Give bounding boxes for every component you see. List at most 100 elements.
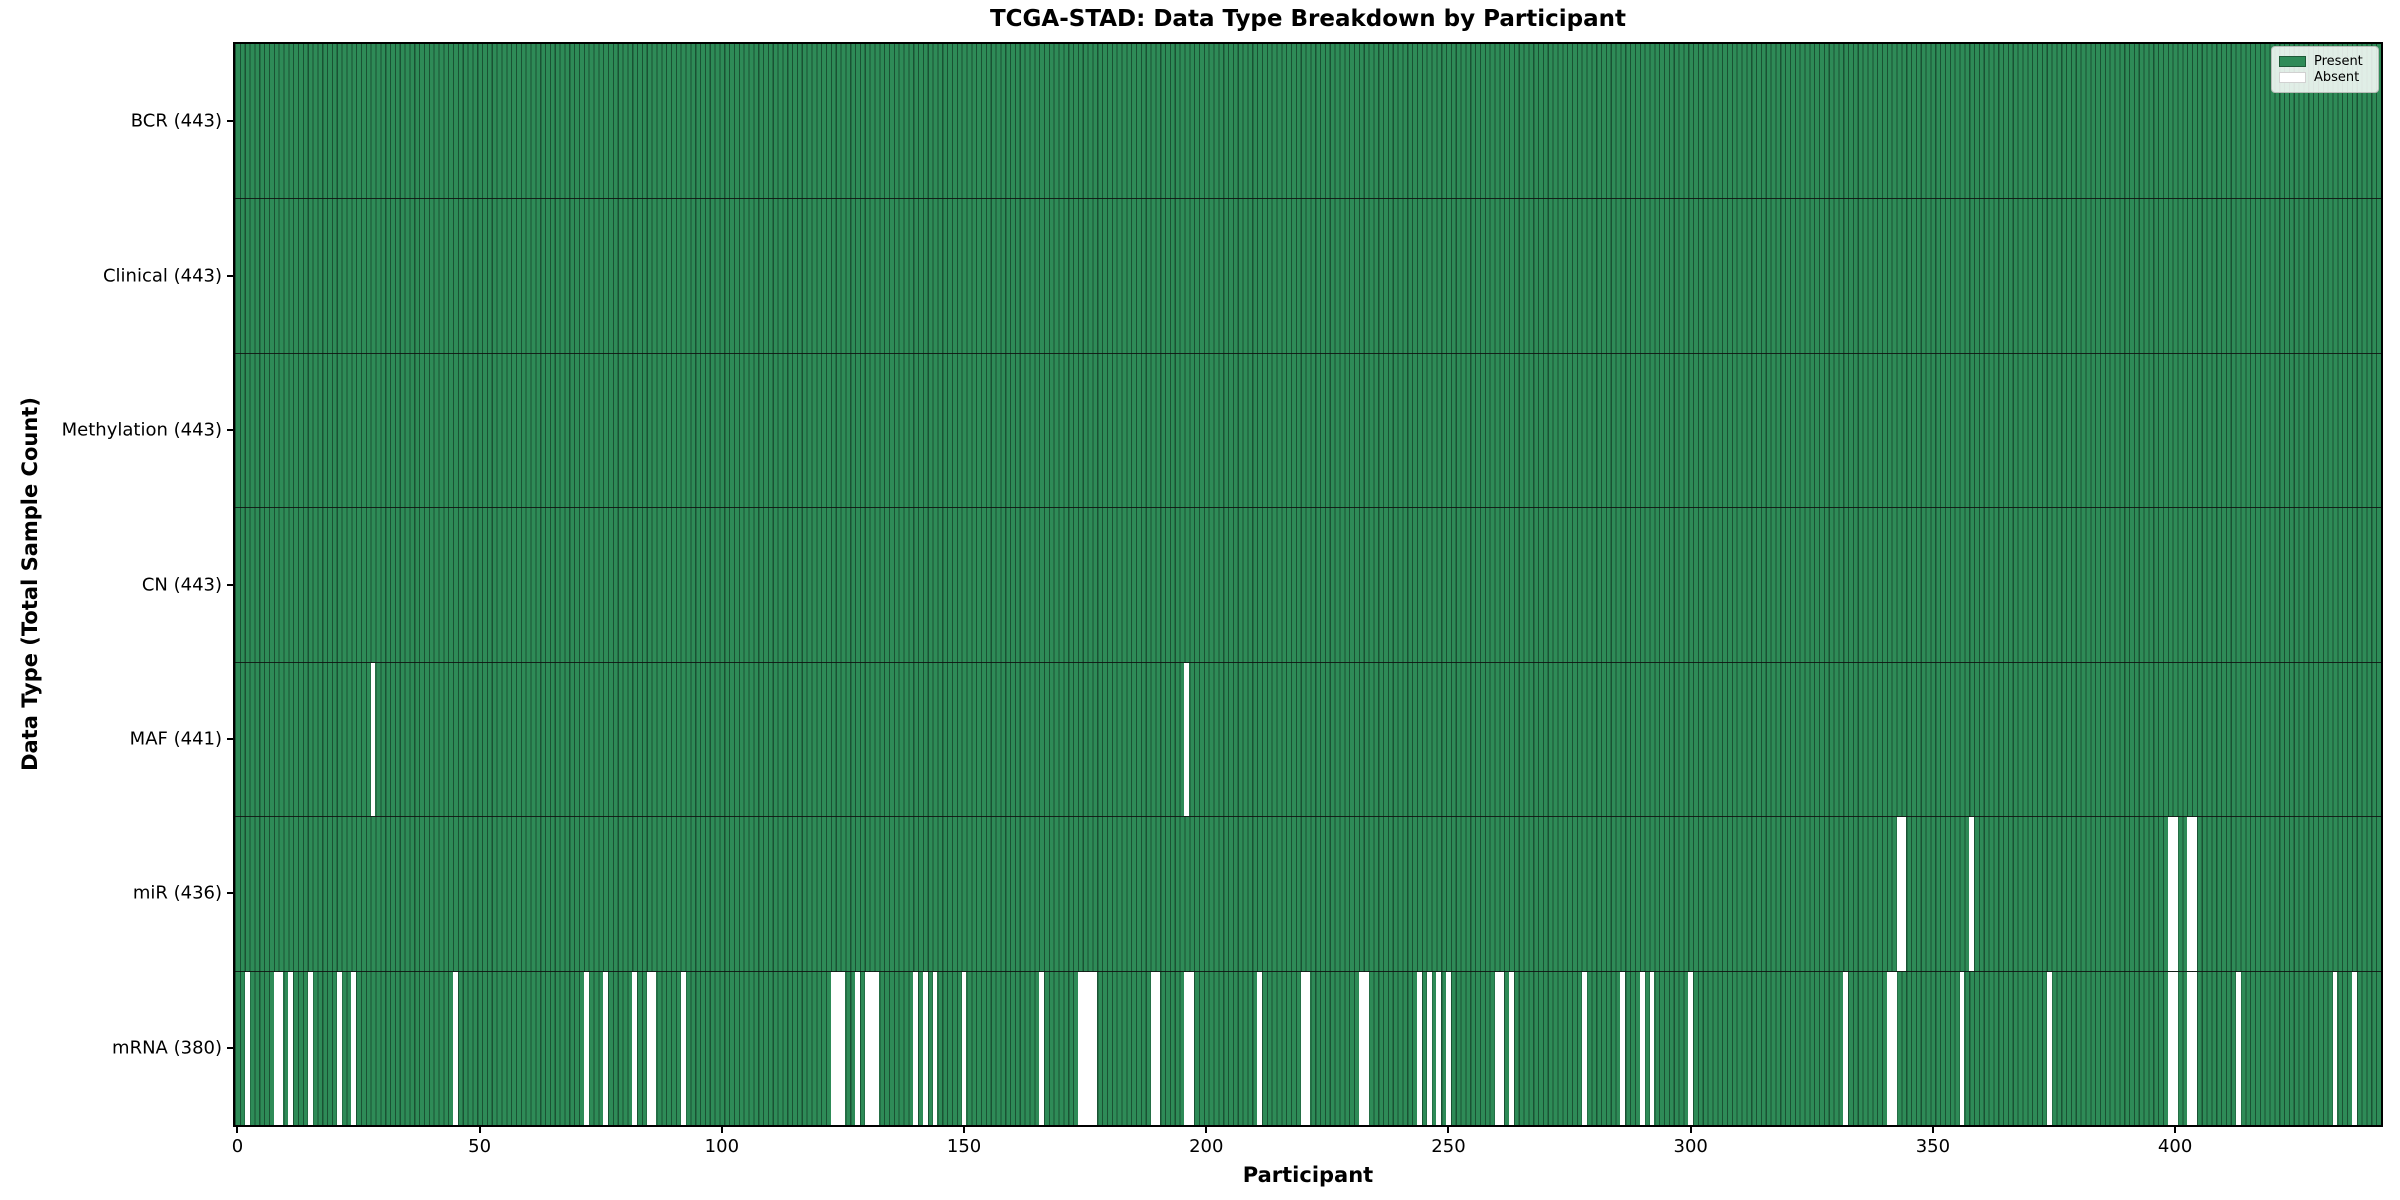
absent-bar-mRNA-9	[278, 971, 284, 1125]
absent-bar-mRNA-150	[961, 971, 967, 1125]
absent-bar-mRNA-246	[1426, 971, 1432, 1125]
x-tick-mark	[1447, 1127, 1450, 1133]
absent-bar-mRNA-132	[874, 971, 880, 1125]
plot-area	[233, 42, 2383, 1127]
absent-bar-MAF-28	[370, 662, 376, 817]
absent-bar-mRNA-211	[1257, 971, 1262, 1125]
y-tick-mark	[227, 1046, 233, 1049]
y-tick-mark	[227, 737, 233, 740]
absent-bar-mRNA-300	[1688, 971, 1694, 1125]
absent-bar-mRNA-124	[835, 971, 841, 1125]
x-tick-mark	[1931, 1127, 1934, 1133]
x-tick-mark	[478, 1127, 481, 1133]
x-tick-mark	[963, 1127, 966, 1133]
y-tick-label-Clinical: Clinical (443)	[102, 265, 222, 287]
y-tick-mark	[227, 120, 233, 123]
absent-bar-mRNA-174	[1077, 971, 1083, 1125]
absent-bar-mRNA-413	[2235, 971, 2241, 1125]
y-tick-label-mRNA: mRNA (380)	[112, 1037, 222, 1059]
x-tick-label-200: 200	[1189, 1136, 1224, 1157]
absent-bar-mRNA-374	[2046, 971, 2052, 1125]
absent-bar-mRNA-196	[1184, 971, 1190, 1125]
y-tick-mark	[227, 429, 233, 432]
absent-bar-mRNA-92	[680, 971, 686, 1125]
absent-bar-mRNA-82	[632, 971, 638, 1125]
absent-bar-miR-343	[1896, 817, 1902, 971]
absent-bar-mRNA-261	[1499, 971, 1505, 1125]
absent-bar-mRNA-72	[583, 971, 589, 1125]
absent-bar-mRNA-24	[351, 971, 357, 1125]
y-tick-mark	[227, 892, 233, 895]
x-tick-mark	[720, 1127, 723, 1133]
absent-bar-mRNA-400	[2172, 971, 2178, 1125]
absent-bar-mRNA-290	[1639, 971, 1645, 1125]
absent-bar-miR-403	[2187, 817, 2193, 971]
absent-bar-mRNA-128	[855, 971, 860, 1125]
absent-bar-mRNA-177	[1092, 971, 1098, 1125]
y-tick-mark	[227, 274, 233, 277]
x-tick-label-400: 400	[2157, 1136, 2193, 1157]
absent-bar-mRNA-437	[2351, 971, 2357, 1125]
absent-bar-mRNA-399	[2167, 971, 2173, 1125]
absent-bar-mRNA-176	[1087, 971, 1093, 1125]
absent-bar-mRNA-123	[830, 971, 836, 1125]
absent-bar-mRNA-260	[1494, 971, 1500, 1125]
absent-bar-mRNA-292	[1649, 971, 1655, 1125]
row-Clinical	[235, 198, 2381, 353]
absent-bar-mRNA-2	[244, 971, 250, 1125]
x-tick-label-100: 100	[704, 1136, 740, 1157]
row-miR	[235, 816, 2381, 971]
absent-bar-mRNA-131	[869, 971, 875, 1125]
absent-bar-miR-358	[1969, 817, 1975, 971]
absent-bar-mRNA-142	[922, 971, 928, 1125]
absent-bar-mRNA-233	[1363, 971, 1369, 1125]
y-tick-label-Methylation: Methylation (443)	[61, 419, 222, 441]
absent-bar-mRNA-197	[1189, 971, 1195, 1125]
legend-item-absent: Absent	[2279, 71, 2371, 84]
absent-bar-mRNA-130	[864, 971, 870, 1125]
absent-bar-mRNA-286	[1620, 971, 1626, 1125]
row-CN	[235, 507, 2381, 662]
row-MAF	[235, 661, 2381, 817]
absent-bar-mRNA-342	[1891, 971, 1897, 1125]
y-tick-label-CN: CN (443)	[141, 574, 222, 595]
absent-bar-mRNA-356	[1959, 971, 1965, 1125]
absent-bar-miR-404	[2192, 817, 2197, 971]
absent-bar-mRNA-220	[1300, 971, 1306, 1125]
legend: Present Absent	[2271, 46, 2379, 93]
absent-bar-mRNA-341	[1886, 971, 1892, 1125]
chart-title: TCGA-STAD: Data Type Breakdown by Partic…	[989, 6, 1626, 32]
absent-bar-mRNA-433	[2332, 971, 2338, 1125]
absent-bar-mRNA-15	[307, 971, 313, 1125]
absent-bar-mRNA-332	[1843, 971, 1849, 1125]
legend-label-absent: Absent	[2314, 70, 2360, 85]
absent-bar-mRNA-140	[913, 971, 919, 1125]
absent-bar-mRNA-144	[932, 971, 938, 1125]
x-tick-label-50: 50	[468, 1136, 492, 1157]
absent-bar-miR-400	[2172, 817, 2178, 971]
y-tick-label-miR: miR (436)	[132, 882, 222, 904]
absent-bar-miR-344	[1901, 817, 1907, 971]
absent-bar-miR-399	[2167, 817, 2173, 971]
row-Methylation	[235, 352, 2381, 508]
absent-bar-mRNA-263	[1509, 971, 1514, 1125]
absent-bar-mRNA-189	[1150, 971, 1156, 1125]
x-axis-label: Participant	[1242, 1163, 1374, 1187]
absent-bar-MAF-196	[1184, 662, 1190, 817]
x-tick-label-150: 150	[946, 1136, 982, 1157]
x-tick-label-300: 300	[1673, 1136, 1708, 1157]
legend-swatch-absent-icon	[2279, 72, 2306, 83]
absent-bar-mRNA-76	[603, 971, 608, 1125]
legend-item-present: Present	[2279, 55, 2371, 68]
x-tick-label-350: 350	[1915, 1136, 1951, 1157]
absent-bar-mRNA-221	[1305, 971, 1311, 1125]
absent-bar-mRNA-175	[1082, 971, 1088, 1125]
legend-label-present: Present	[2314, 54, 2363, 69]
absent-bar-mRNA-11	[288, 971, 294, 1125]
absent-bar-mRNA-8	[273, 971, 279, 1125]
absent-bar-mRNA-248	[1436, 971, 1442, 1125]
absent-bar-mRNA-250	[1446, 971, 1451, 1125]
absent-bar-mRNA-404	[2192, 971, 2197, 1125]
legend-swatch-present-icon	[2279, 56, 2306, 67]
